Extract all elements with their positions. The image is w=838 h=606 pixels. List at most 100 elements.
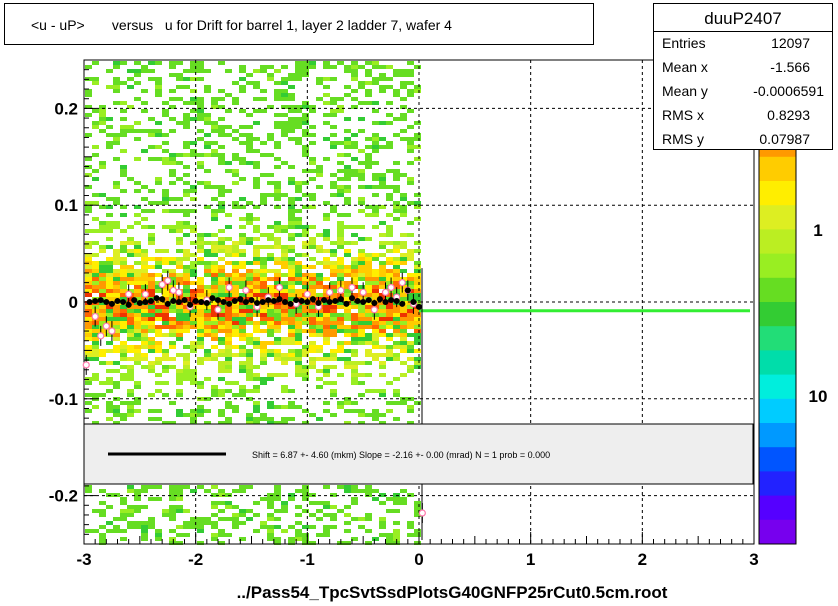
heat-cell xyxy=(204,409,211,413)
black-point xyxy=(92,298,99,305)
heat-cell xyxy=(134,493,141,497)
heat-cell xyxy=(309,285,316,289)
heat-cell xyxy=(239,393,246,397)
heat-cell xyxy=(393,345,400,349)
heat-cell xyxy=(337,325,344,329)
heat-cell xyxy=(134,345,141,349)
heat-cell xyxy=(365,333,372,337)
heat-cell xyxy=(190,65,197,69)
heat-cell xyxy=(204,185,211,189)
heat-cell xyxy=(372,253,379,257)
heat-cell xyxy=(267,505,274,509)
heat-cell xyxy=(309,541,316,545)
profile-markers xyxy=(82,268,750,540)
stats-label: RMS y xyxy=(662,131,704,147)
black-point xyxy=(148,298,154,305)
heat-cell xyxy=(316,277,323,281)
heat-cell xyxy=(120,377,127,381)
heat-cell xyxy=(400,97,407,101)
heat-cell xyxy=(162,161,169,165)
heat-cell xyxy=(309,257,316,261)
heat-cell xyxy=(358,65,365,69)
heat-cell xyxy=(295,489,302,493)
heat-cell xyxy=(127,265,134,269)
heat-cell xyxy=(281,313,288,317)
pink-point xyxy=(82,361,90,369)
heat-cell xyxy=(309,305,316,309)
heat-cell xyxy=(386,345,393,349)
heat-cell xyxy=(239,125,246,129)
heat-cell xyxy=(204,85,211,89)
heat-cell xyxy=(316,329,323,333)
heat-cell xyxy=(365,165,372,169)
heat-cell xyxy=(295,61,302,65)
heat-cell xyxy=(267,193,274,197)
heat-cell xyxy=(372,409,379,413)
heat-cell xyxy=(127,69,134,73)
heat-cell xyxy=(113,157,120,161)
heat-cell xyxy=(302,369,309,373)
heat-cell xyxy=(92,201,99,205)
heat-cell xyxy=(316,297,323,301)
heat-cell xyxy=(197,285,204,289)
heat-cell xyxy=(190,101,197,105)
heat-cell xyxy=(288,85,295,89)
heat-cell xyxy=(274,357,281,361)
heat-cell xyxy=(281,289,288,293)
heat-cell xyxy=(155,485,162,489)
heat-cell xyxy=(183,85,190,89)
heat-cell xyxy=(302,153,309,157)
heat-cell xyxy=(386,225,393,229)
heat-cell xyxy=(218,105,225,109)
heat-cell xyxy=(379,533,386,537)
heat-cell xyxy=(302,497,309,501)
heat-cell xyxy=(295,537,302,541)
black-point xyxy=(321,297,328,304)
heat-cell xyxy=(407,285,414,289)
heat-cell xyxy=(106,237,113,241)
heat-cell xyxy=(274,353,281,357)
heat-cell xyxy=(281,121,288,125)
heat-cell xyxy=(148,233,155,237)
heat-cell xyxy=(337,109,344,113)
heat-cell xyxy=(358,277,365,281)
heat-cell xyxy=(92,273,99,277)
heat-cell xyxy=(190,117,197,121)
heat-cell xyxy=(127,317,134,321)
heat-cell xyxy=(295,73,302,77)
heat-cell xyxy=(155,121,162,125)
heat-cell xyxy=(176,353,183,357)
heat-cell xyxy=(393,521,400,525)
heat-cell xyxy=(309,365,316,369)
heat-cell xyxy=(253,253,260,257)
heat-cell xyxy=(358,249,365,253)
heat-cell xyxy=(225,421,232,425)
heat-cell xyxy=(260,497,267,501)
black-point xyxy=(343,300,350,307)
heat-cell xyxy=(197,161,204,165)
heat-cell xyxy=(239,85,246,89)
heat-cell xyxy=(169,97,176,101)
heat-cell xyxy=(134,361,141,365)
heat-cell xyxy=(316,377,323,381)
heat-cell xyxy=(274,485,281,489)
heat-cell xyxy=(225,417,232,421)
heat-cell xyxy=(176,329,183,333)
heat-cell xyxy=(274,221,281,225)
heat-cell xyxy=(148,361,155,365)
heat-cell xyxy=(211,337,218,341)
heat-cell xyxy=(85,93,92,97)
heat-cell xyxy=(197,485,204,489)
heat-cell xyxy=(295,505,302,509)
heat-cell xyxy=(85,201,92,205)
heat-cell xyxy=(253,417,260,421)
heat-cell xyxy=(288,165,295,169)
heat-cell xyxy=(92,193,99,197)
heat-cell xyxy=(386,509,393,513)
heat-cell xyxy=(169,157,176,161)
heat-cell xyxy=(414,301,421,305)
heat-cell xyxy=(148,317,155,321)
heat-cell xyxy=(232,325,239,329)
heat-cell xyxy=(127,409,134,413)
heat-cell xyxy=(211,105,218,109)
